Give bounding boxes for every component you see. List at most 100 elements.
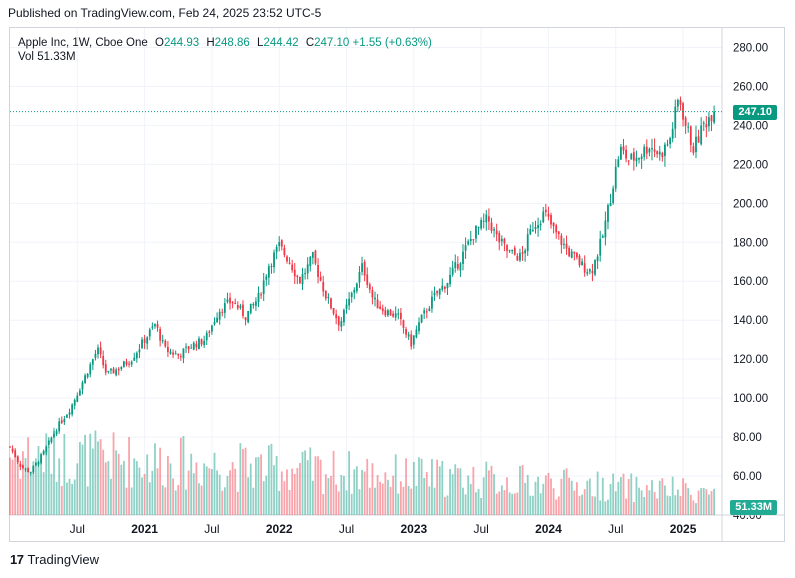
volume-bar [58,458,61,515]
candle-body [236,305,239,309]
candle-body [708,117,710,127]
candle-body [410,334,413,347]
volume-bar [63,433,66,515]
candle-body [513,247,516,255]
candle-body [249,303,252,313]
candle-body [446,282,449,289]
candle-body [330,298,332,309]
candle-body [146,337,149,344]
candle-body [99,347,102,355]
volume-bar [563,469,565,515]
candle-body [260,294,263,296]
volume-bar [498,491,501,515]
volume-bar [586,480,589,515]
candle-body [614,166,617,189]
candle-body [658,151,661,155]
volume-bar [643,497,646,515]
volume-bar [596,471,599,515]
volume-bar [640,490,643,515]
volume-bar [713,488,716,515]
candle-body [283,247,286,256]
candle-body [9,446,11,448]
volume-bar [599,500,602,515]
volume-bar [381,483,384,515]
volume-bar [68,478,71,515]
candle-body [179,356,182,358]
candle-body [343,309,345,323]
volume-bar [60,486,63,515]
volume-bar [286,469,288,515]
volume-bar [656,498,659,515]
x-tick-label: Jul [204,522,219,536]
candle-body [223,303,226,313]
candle-body [102,356,105,366]
volume-bar [267,445,270,515]
candle-body [322,282,325,292]
volume-bar [107,461,110,515]
volume-bar [32,461,35,515]
candle-body [16,456,19,463]
volume-bar [542,483,545,515]
volume-bar [648,490,651,515]
candle-body [524,250,527,254]
volume-bar [384,472,387,515]
candle-body [133,357,136,361]
legend-high-label: H [206,37,215,49]
volume-bar [166,456,169,515]
candle-body [122,361,125,367]
candle-body [301,274,304,285]
volume-bar [247,477,250,515]
volume-bar [350,493,353,515]
volume-bar [689,494,692,515]
volume-bar [120,464,123,515]
volume-bar [490,465,493,515]
candle-body [53,433,55,438]
volume-bar [50,473,53,515]
volume-bar [607,499,609,515]
candle-body [689,126,692,145]
volume-bar [487,470,490,515]
candle-body [211,325,213,332]
volume-bar [702,487,705,515]
volume-bar [27,437,30,515]
candle-body [529,229,532,235]
candle-body [560,235,563,245]
candle-body [309,256,312,267]
y-tick-label: 280.00 [733,42,768,54]
candle-body [45,446,48,453]
volume-bar [534,481,537,515]
volume-bar [45,433,48,515]
volume-bar [410,488,413,515]
volume-bar [570,480,573,515]
candle-body [576,253,578,258]
y-tick-label: 200.00 [733,198,768,210]
volume-bar [257,456,260,515]
volume-bar [94,430,97,515]
volume-bar [332,450,335,515]
candle-body [286,256,288,262]
x-tick-label: 2021 [131,522,158,536]
candle-body [112,368,115,374]
candle-body [257,292,260,303]
volume-bar [519,466,521,515]
footer-brand[interactable]: 17 TradingView [10,552,99,567]
volume-bar [485,461,488,515]
volume-bar [91,448,94,515]
volume-bar [441,460,444,515]
volume-bar [394,454,397,515]
last-price-tag: 247.10 [733,104,777,120]
candle-body [78,390,81,396]
y-tick-label: 120.00 [733,354,768,366]
chart-frame[interactable] [9,27,785,542]
candle-body [29,472,32,474]
candle-body [47,440,50,445]
volume-bar [190,453,193,515]
volume-bar [317,456,319,515]
candle-body [138,349,141,353]
volume-bar [682,478,684,515]
volume-bar [319,459,322,515]
candle-body [664,144,666,156]
candle-body [288,262,291,264]
legend-low: 244.42 [263,37,299,49]
